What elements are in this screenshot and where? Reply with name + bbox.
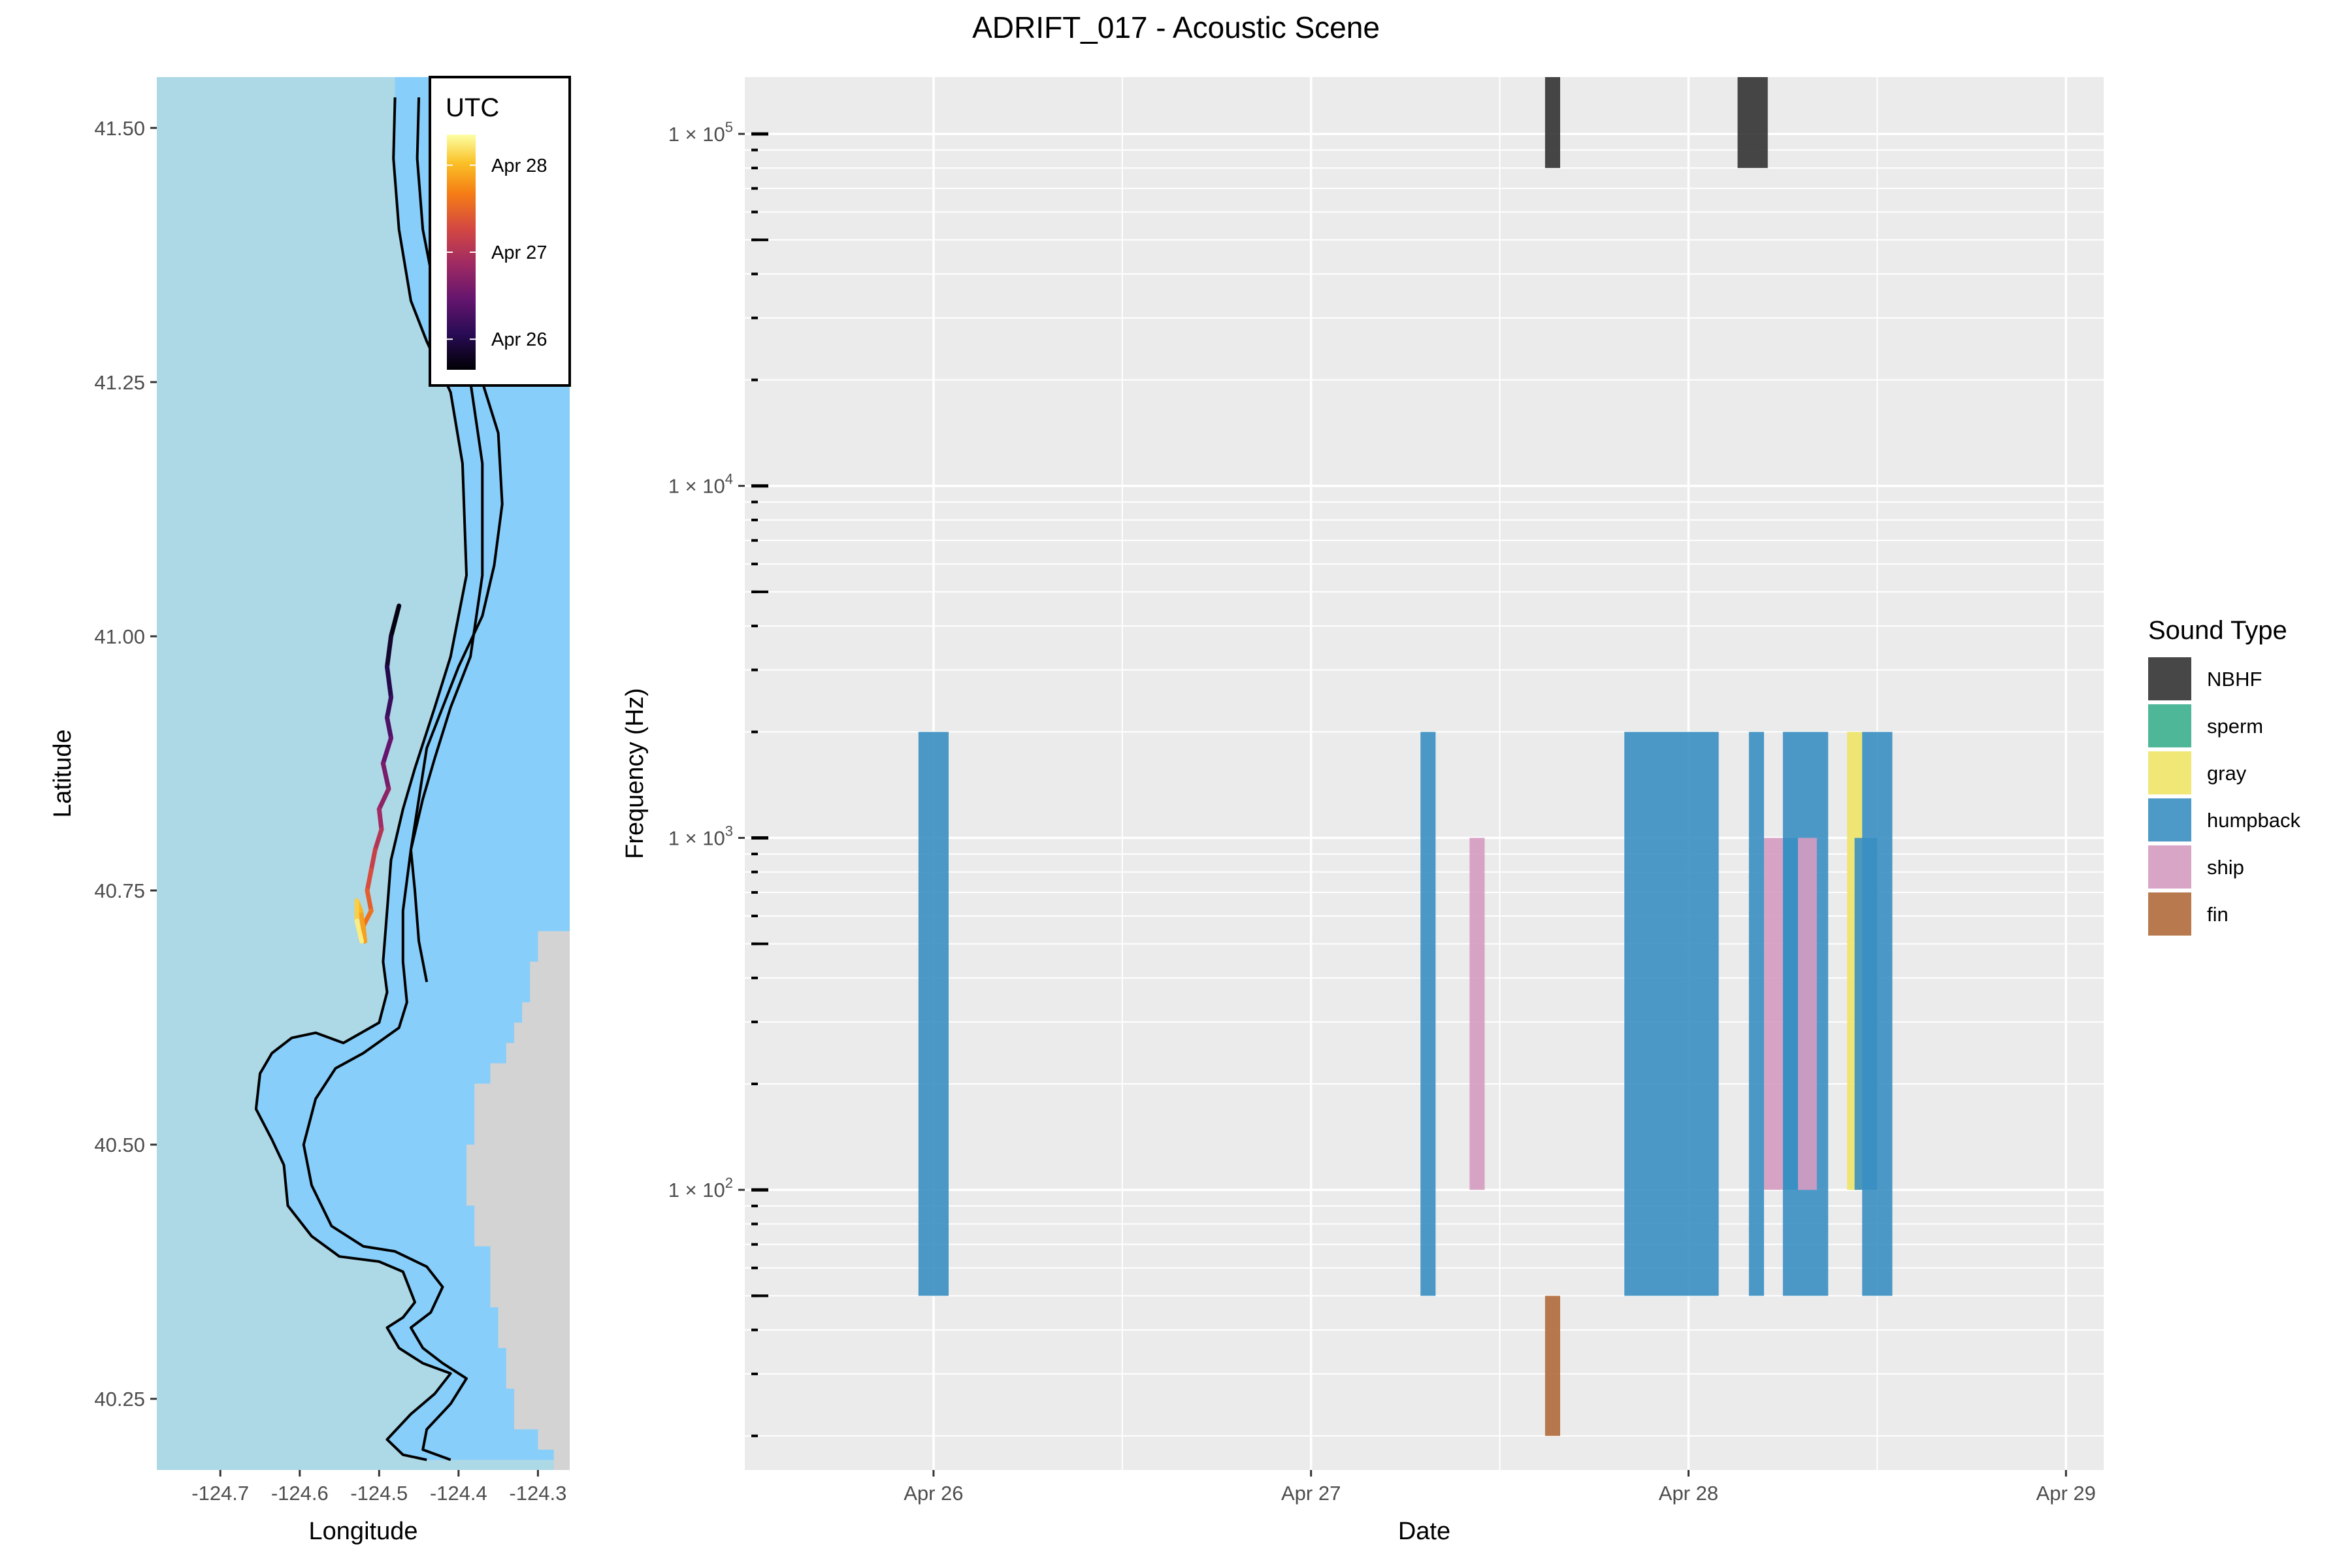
drift-track-segment [376, 786, 391, 811]
legend-swatch-NBHF [2148, 657, 2191, 700]
sound-type-legend-title: Sound Type [2148, 616, 2287, 645]
spec-x-ticks: Apr 26 Apr 27 Apr 28 Apr 29 [904, 1470, 2096, 1505]
map-y-tick-label: 40.25 [94, 1388, 145, 1411]
spec-x-tick-label: Apr 26 [904, 1482, 963, 1505]
spec-x-tick-label: Apr 27 [1281, 1482, 1341, 1505]
detection-humpback [1624, 732, 1719, 1296]
land [466, 931, 570, 1470]
drift-track-segment [384, 664, 394, 700]
spec-y-tick-label: 1 × 102 [668, 1175, 733, 1201]
drift-track-segment [384, 694, 394, 720]
drift-track-segment [389, 603, 402, 639]
drift-track [354, 603, 402, 944]
drift-track-segment [384, 634, 394, 670]
legend-label-fin: fin [2207, 903, 2229, 926]
detection-ship [1469, 838, 1485, 1190]
spec-y-tick-label: 1 × 103 [668, 823, 733, 849]
detection-humpback [1748, 732, 1764, 1296]
detection-humpback [1782, 838, 1798, 1190]
map-panel: -124.7 -124.6 -124.5 -124.4 -124.3 40.25 40.5… [49, 76, 571, 1545]
drift-track-segment [372, 827, 384, 853]
detection-NBHF [1544, 77, 1560, 169]
detection-humpback [918, 732, 949, 1296]
utc-colorbar-ticks: Apr 28 Apr 27 Apr 26 [447, 155, 547, 350]
legend-swatch-ship [2148, 845, 2191, 889]
map-y-ticks: 40.25 40.50 40.75 41.00 41.25 41.50 [94, 117, 157, 1411]
map-y-tick-label: 41.25 [94, 371, 145, 394]
drift-track-segment [380, 736, 394, 766]
map-x-tick-label: -124.5 [350, 1482, 408, 1505]
spec-y-tick-label: 1 × 104 [668, 471, 733, 498]
legend-label-humpback: humpback [2207, 809, 2301, 832]
frequency-rug-ticks [751, 132, 768, 1437]
sound-type-legend-items: NBHF sperm gray humpback ship fin [2148, 657, 2301, 936]
drift-track-segment [358, 908, 367, 944]
spec-y-axis-label: Frequency (Hz) [621, 688, 649, 859]
legend-label-NBHF: NBHF [2207, 668, 2262, 691]
chart-title: ADRIFT_017 - Acoustic Scene [972, 10, 1380, 44]
drift-track-segment [368, 847, 378, 873]
legend-label-gray: gray [2207, 762, 2247, 785]
map-x-tick-label: -124.4 [430, 1482, 487, 1505]
map-y-tick-label: 40.50 [94, 1134, 145, 1156]
bathymetry-contour [254, 97, 468, 1462]
drift-track-segment [365, 888, 374, 913]
map-x-tick-label: -124.3 [509, 1482, 566, 1505]
drift-track-segment [384, 715, 394, 741]
detection-ship [1764, 838, 1783, 1190]
spec-x-tick-label: Apr 28 [1659, 1482, 1718, 1505]
detection-NBHF [1737, 77, 1768, 169]
legend-label-sperm: sperm [2207, 715, 2263, 738]
drift-track-segment [376, 806, 384, 832]
detection-ship [1798, 838, 1817, 1190]
detection-humpback [1854, 838, 1878, 1190]
map-y-tick-label: 41.00 [94, 625, 145, 648]
spec-x-axis-label: Date [1398, 1518, 1450, 1545]
drift-track-segment [354, 919, 365, 944]
detection-rectangles [918, 77, 1893, 1436]
legend-swatch-fin [2148, 892, 2191, 936]
legend-label-ship: ship [2207, 856, 2244, 879]
legend-swatch-humpback [2148, 798, 2191, 841]
colorbar-tick-label: Apr 28 [491, 155, 547, 176]
map-x-tick-label: -124.7 [191, 1482, 249, 1505]
legend-swatch-sperm [2148, 704, 2191, 747]
spec-y-tick-label: 1 × 105 [668, 119, 733, 146]
spec-x-tick-label: Apr 29 [2036, 1482, 2096, 1505]
map-y-axis-label: Latitude [49, 729, 76, 817]
map-y-tick-label: 40.75 [94, 879, 145, 902]
utc-colorbar-legend: UTC Apr 28 Apr 27 Apr 26 [429, 76, 571, 387]
detection-humpback [1420, 732, 1436, 1296]
colorbar-tick-label: Apr 26 [491, 329, 547, 350]
bathymetry-contour [302, 97, 484, 1462]
spec-y-ticks: 1 × 102 1 × 103 1 × 104 1 × 105 [668, 119, 745, 1201]
sound-type-legend: Sound Type NBHF sperm gray humpback ship fin [2148, 616, 2301, 936]
drift-track-segment [380, 760, 391, 791]
utc-legend-title: UTC [446, 93, 499, 122]
drift-track-segment [365, 868, 374, 893]
map-x-tick-label: -124.6 [271, 1482, 329, 1505]
map-x-ticks: -124.7 -124.6 -124.5 -124.4 -124.3 [191, 1470, 566, 1505]
colorbar-tick-label: Apr 27 [491, 242, 547, 263]
detection-fin [1544, 1296, 1560, 1436]
map-y-tick-label: 41.50 [94, 117, 145, 140]
map-x-axis-label: Longitude [309, 1518, 418, 1545]
legend-swatch-gray [2148, 751, 2191, 794]
